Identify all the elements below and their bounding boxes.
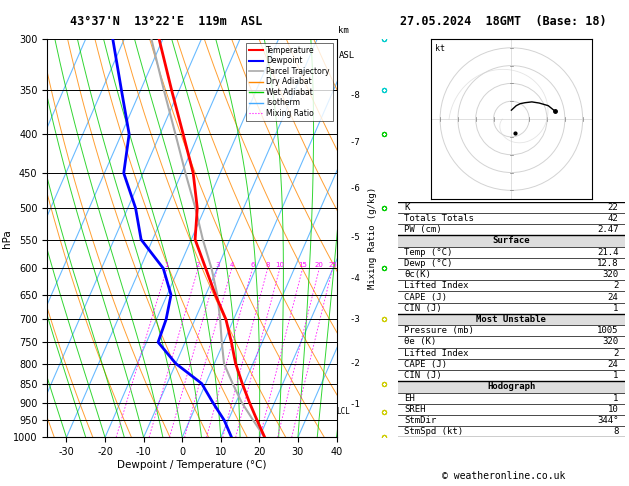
Text: kt: kt bbox=[435, 44, 445, 53]
Bar bbox=[398, 314, 625, 325]
Text: LCL: LCL bbox=[337, 407, 350, 416]
Text: EH: EH bbox=[404, 394, 415, 402]
Text: 8: 8 bbox=[613, 427, 618, 436]
Text: Lifted Index: Lifted Index bbox=[404, 349, 469, 358]
Text: θe (K): θe (K) bbox=[404, 337, 437, 347]
Text: 344°: 344° bbox=[597, 416, 618, 425]
Text: km: km bbox=[338, 26, 349, 35]
Text: 22: 22 bbox=[608, 203, 618, 212]
Bar bbox=[398, 235, 625, 246]
Text: 8: 8 bbox=[265, 262, 270, 268]
Text: 10: 10 bbox=[276, 262, 284, 268]
Bar bbox=[398, 382, 625, 393]
Text: 43°37'N  13°22'E  119m  ASL: 43°37'N 13°22'E 119m ASL bbox=[70, 15, 263, 28]
Text: 3: 3 bbox=[215, 262, 220, 268]
Text: Most Unstable: Most Unstable bbox=[476, 315, 547, 324]
X-axis label: Dewpoint / Temperature (°C): Dewpoint / Temperature (°C) bbox=[117, 460, 267, 470]
Text: 24: 24 bbox=[608, 293, 618, 302]
Text: Lifted Index: Lifted Index bbox=[404, 281, 469, 290]
Text: 2: 2 bbox=[613, 349, 618, 358]
Text: ASL: ASL bbox=[338, 51, 355, 60]
Text: θc(K): θc(K) bbox=[404, 270, 431, 279]
Text: StmSpd (kt): StmSpd (kt) bbox=[404, 427, 464, 436]
Text: 2: 2 bbox=[613, 281, 618, 290]
Text: Dewp (°C): Dewp (°C) bbox=[404, 259, 453, 268]
Text: CIN (J): CIN (J) bbox=[404, 371, 442, 380]
Text: 1005: 1005 bbox=[597, 326, 618, 335]
Text: -6: -6 bbox=[350, 184, 360, 193]
Text: StmDir: StmDir bbox=[404, 416, 437, 425]
Text: Hodograph: Hodograph bbox=[487, 382, 535, 391]
Text: Surface: Surface bbox=[493, 237, 530, 245]
Text: -8: -8 bbox=[350, 91, 360, 100]
Text: 12.8: 12.8 bbox=[597, 259, 618, 268]
Text: Pressure (mb): Pressure (mb) bbox=[404, 326, 474, 335]
Text: CAPE (J): CAPE (J) bbox=[404, 360, 447, 369]
Text: 1: 1 bbox=[613, 371, 618, 380]
Text: 1: 1 bbox=[613, 394, 618, 402]
Text: 4: 4 bbox=[230, 262, 234, 268]
Text: 20: 20 bbox=[315, 262, 324, 268]
Text: 2: 2 bbox=[196, 262, 201, 268]
Text: -1: -1 bbox=[350, 400, 360, 409]
Text: 10: 10 bbox=[608, 405, 618, 414]
Text: Temp (°C): Temp (°C) bbox=[404, 248, 453, 257]
Text: 15: 15 bbox=[298, 262, 307, 268]
Text: 27.05.2024  18GMT  (Base: 18): 27.05.2024 18GMT (Base: 18) bbox=[400, 15, 606, 28]
Text: Totals Totals: Totals Totals bbox=[404, 214, 474, 223]
Text: K: K bbox=[404, 203, 409, 212]
Text: -7: -7 bbox=[350, 138, 360, 147]
Text: -5: -5 bbox=[350, 233, 360, 242]
Text: 21.4: 21.4 bbox=[597, 248, 618, 257]
Legend: Temperature, Dewpoint, Parcel Trajectory, Dry Adiabat, Wet Adiabat, Isotherm, Mi: Temperature, Dewpoint, Parcel Trajectory… bbox=[247, 43, 333, 121]
Text: SREH: SREH bbox=[404, 405, 426, 414]
Text: 320: 320 bbox=[603, 270, 618, 279]
Text: -3: -3 bbox=[350, 315, 360, 324]
Text: 25: 25 bbox=[328, 262, 337, 268]
Text: -4: -4 bbox=[350, 274, 360, 282]
Text: 2.47: 2.47 bbox=[597, 225, 618, 234]
Text: © weatheronline.co.uk: © weatheronline.co.uk bbox=[442, 471, 565, 481]
Text: 1: 1 bbox=[613, 304, 618, 313]
Text: CIN (J): CIN (J) bbox=[404, 304, 442, 313]
Text: -2: -2 bbox=[350, 359, 360, 368]
Text: PW (cm): PW (cm) bbox=[404, 225, 442, 234]
Text: 320: 320 bbox=[603, 337, 618, 347]
Text: 24: 24 bbox=[608, 360, 618, 369]
Text: 6: 6 bbox=[250, 262, 255, 268]
Y-axis label: hPa: hPa bbox=[1, 229, 11, 247]
Text: CAPE (J): CAPE (J) bbox=[404, 293, 447, 302]
Text: Mixing Ratio (g/kg): Mixing Ratio (g/kg) bbox=[368, 187, 377, 289]
Text: 42: 42 bbox=[608, 214, 618, 223]
Text: 1: 1 bbox=[165, 262, 169, 268]
